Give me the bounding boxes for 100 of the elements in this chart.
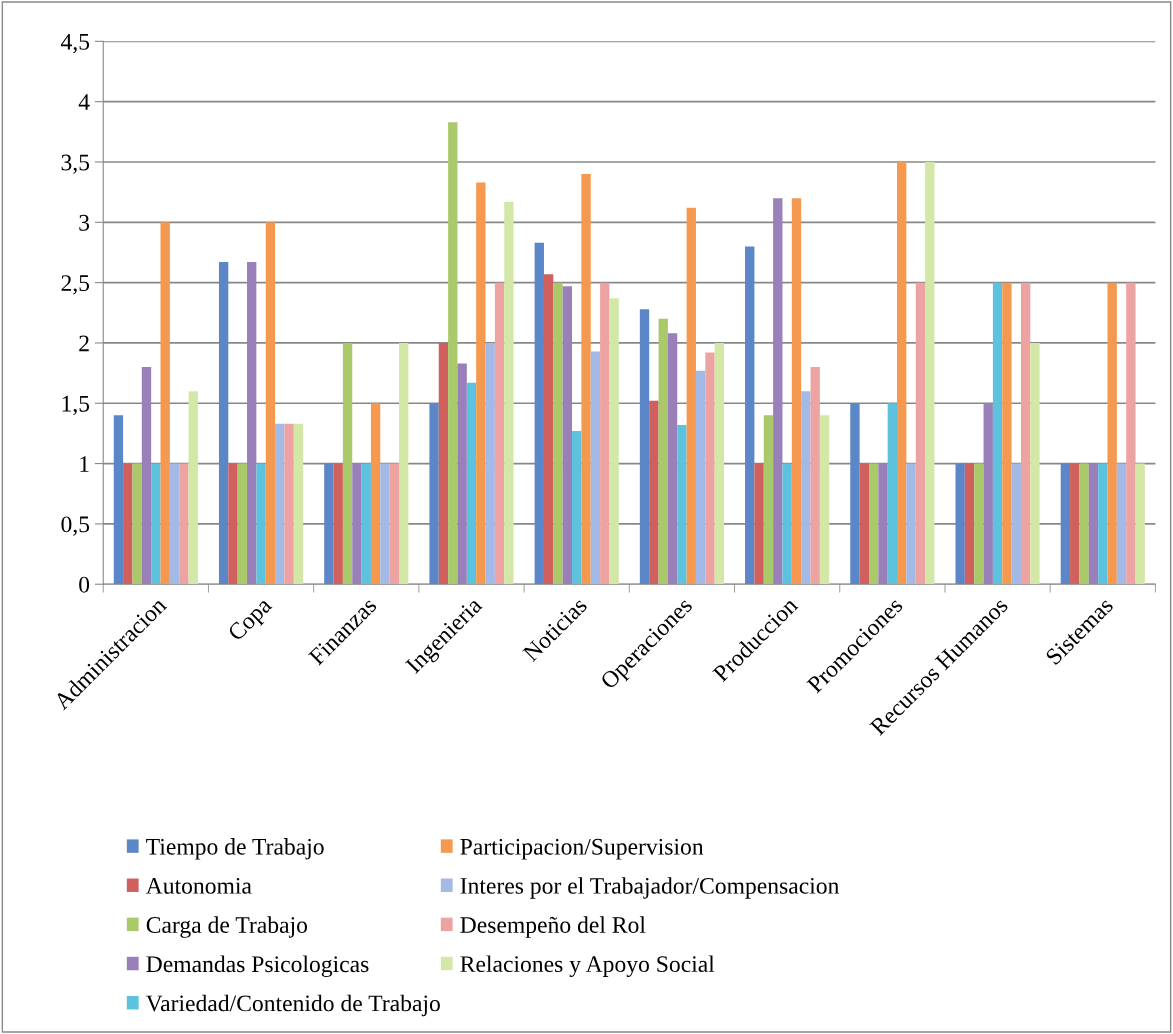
bar (897, 161, 907, 585)
bar (1088, 463, 1099, 585)
bar (1002, 282, 1012, 585)
bar (494, 282, 505, 585)
bar (983, 403, 993, 585)
bar (333, 463, 343, 585)
legend-label: Desempeño del Rol (460, 916, 646, 938)
bar (132, 463, 142, 585)
bar (955, 463, 965, 585)
y-tick-label: 0,5 (61, 516, 90, 536)
bar (1116, 463, 1127, 585)
bar (915, 282, 926, 585)
bar (590, 351, 601, 585)
bar (572, 431, 582, 585)
bar (228, 463, 238, 585)
bar (791, 198, 802, 585)
bar (868, 463, 879, 585)
legend-label: Variedad/Contenido de Trabajo (145, 994, 440, 1017)
bar (906, 463, 916, 585)
bar (850, 403, 860, 585)
bar (819, 415, 830, 585)
bar (256, 463, 266, 585)
bar (925, 161, 935, 585)
bar (1020, 282, 1031, 585)
legend-label: Relaciones y Apoyo Social (460, 955, 715, 977)
bar (745, 246, 755, 585)
bar (1070, 463, 1080, 585)
y-tick-label: 0 (79, 576, 90, 593)
bar (974, 463, 984, 585)
bar (782, 463, 792, 585)
y-tick-label: 2 (79, 335, 89, 352)
bar (534, 242, 544, 585)
bar (553, 282, 563, 585)
bar (810, 367, 820, 585)
bar (370, 403, 381, 585)
legend-label: Carga de Trabajo (146, 916, 308, 938)
bar (658, 318, 668, 585)
y-tick-label: 1,5 (62, 395, 90, 416)
legend-label: Interes por el Trabajador/Compensacion (460, 877, 840, 899)
bar (677, 424, 687, 585)
bar (399, 342, 409, 585)
bar (237, 463, 248, 585)
bar (992, 282, 1003, 585)
bar (1060, 463, 1071, 585)
bar (562, 286, 573, 585)
bar (705, 352, 715, 585)
bar (123, 463, 133, 585)
bar (639, 309, 650, 585)
bar (714, 342, 725, 585)
bar (160, 222, 170, 585)
legend-label: Tiempo de Trabajo (146, 838, 324, 860)
bar (1079, 463, 1089, 585)
y-tick-label: 4 (78, 94, 90, 110)
legend-label: Demandas Psicologicas (146, 955, 369, 978)
bar (600, 282, 610, 585)
bar (389, 463, 399, 585)
bar (284, 423, 294, 585)
bar (342, 342, 353, 585)
x-tick-label: Copa (227, 596, 276, 646)
bar (754, 463, 764, 585)
bar (543, 274, 554, 585)
bar (352, 463, 362, 585)
bar (1126, 282, 1136, 585)
bar (113, 415, 124, 585)
bar (476, 182, 486, 585)
y-tick-label: 4,5 (60, 34, 90, 54)
bar (773, 198, 783, 585)
bar (188, 391, 198, 585)
bar (581, 174, 591, 585)
bar (1098, 463, 1108, 585)
bar (466, 382, 477, 585)
bar (218, 262, 229, 585)
bar (649, 400, 659, 585)
bar (887, 403, 898, 585)
bar (763, 415, 774, 585)
bar (324, 463, 334, 585)
bar (667, 333, 678, 585)
bar (485, 342, 495, 585)
bar (964, 463, 975, 585)
bar (695, 370, 706, 585)
y-tick-label: 3 (79, 214, 90, 231)
bar (438, 342, 449, 585)
bar (179, 463, 189, 585)
bar (169, 463, 180, 585)
bar (504, 201, 514, 585)
bar (686, 207, 696, 585)
bar (151, 463, 161, 585)
bar (429, 403, 439, 585)
bar (878, 463, 888, 585)
bar (265, 222, 276, 585)
bar (448, 122, 458, 585)
y-tick-label: 2,5 (61, 275, 90, 295)
y-tick-label: 1 (80, 456, 89, 472)
bar (247, 262, 257, 585)
bar (361, 463, 371, 585)
y-tick-label: 3,5 (61, 154, 90, 174)
bar (1135, 463, 1145, 585)
legend-label: Autonomia (145, 877, 252, 894)
bar (275, 423, 285, 585)
bar (1030, 342, 1040, 585)
